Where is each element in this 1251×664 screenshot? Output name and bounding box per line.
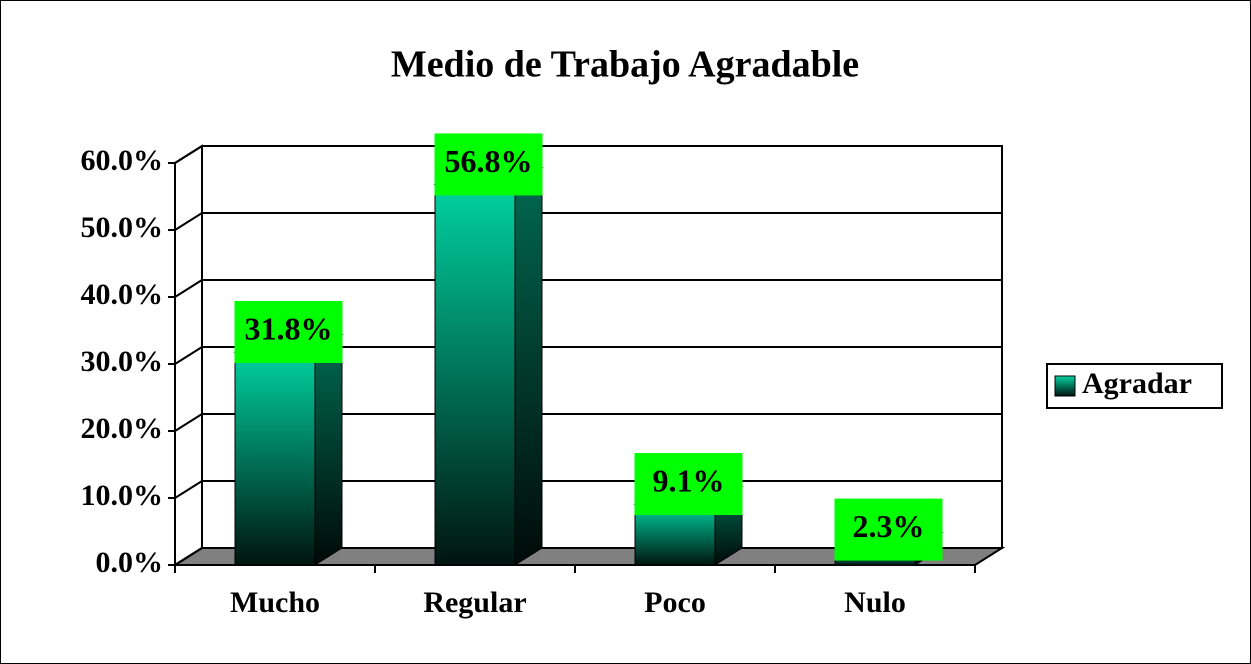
value-label: 31.8% [245, 310, 333, 346]
y-tick-label: 0.0% [96, 546, 164, 579]
value-label: 9.1% [653, 462, 725, 498]
bar [434, 183, 516, 566]
x-tick-label: Nulo [844, 586, 906, 619]
legend-swatch [1054, 375, 1076, 397]
grid-line-side [174, 413, 203, 432]
value-label: 2.3% [853, 508, 925, 544]
value-label-box [634, 453, 743, 516]
y-tick-label: 20.0% [81, 412, 164, 445]
y-tick-label: 60.0% [81, 144, 164, 177]
y-tick-label: 40.0% [81, 278, 164, 311]
y-tick-label: 30.0% [81, 345, 164, 378]
y-tick-label: 50.0% [81, 211, 164, 244]
grid-line-side [174, 547, 203, 566]
value-label: 56.8% [445, 143, 533, 179]
bar [234, 351, 316, 566]
grid-line-side [174, 480, 203, 499]
grid-line-side [174, 279, 203, 298]
grid-line-side [174, 212, 203, 231]
x-tick-label: Regular [423, 586, 526, 619]
y-tick-label: 10.0% [81, 479, 164, 512]
bar-side [314, 334, 343, 566]
value-label-box [834, 498, 943, 561]
chart-title: Medio de Trabajo Agradable [391, 44, 859, 86]
legend-label: Agradar [1082, 367, 1192, 400]
value-label-box [234, 300, 343, 363]
value-label-box [434, 133, 543, 196]
bar-side [514, 166, 543, 566]
grid-line-side [174, 346, 203, 365]
grid-line-side [174, 145, 203, 164]
x-tick-label: Poco [644, 586, 706, 619]
legend-box [1046, 363, 1223, 409]
x-tick-label: Mucho [230, 586, 320, 619]
